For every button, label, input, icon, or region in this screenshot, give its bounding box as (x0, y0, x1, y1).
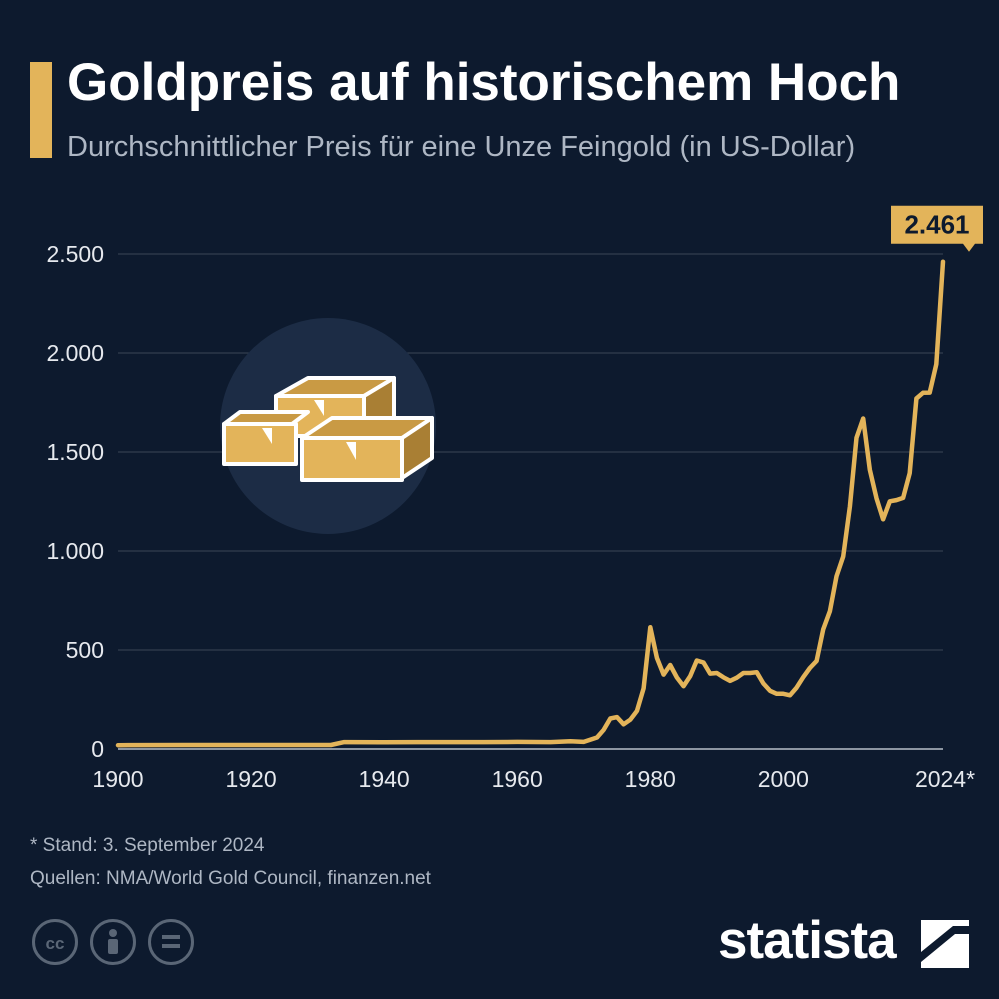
y-axis-ticks: 0 500 1.000 1.500 2.000 2.500 (46, 241, 104, 762)
statista-logo[interactable]: statista (718, 911, 897, 970)
x-tick-label: 1920 (225, 766, 276, 792)
x-tick-label: 2024* (915, 766, 975, 792)
footnote: * Stand: 3. September 2024 (30, 835, 265, 856)
sources: Quellen: NMA/World Gold Council, finanze… (30, 868, 431, 889)
no-derivatives-icon[interactable] (148, 919, 194, 965)
y-tick-label: 1.000 (46, 538, 104, 564)
attribution-icon[interactable] (90, 919, 136, 965)
series-layer (115, 259, 946, 748)
y-tick-label: 2.000 (46, 340, 104, 366)
y-tick-label: 2.500 (46, 241, 104, 267)
callout-label: 2.461 (904, 210, 969, 240)
callout-box (891, 205, 983, 252)
x-tick-label: 1900 (92, 766, 143, 792)
x-tick-label: 1940 (359, 766, 410, 792)
statista-logo-icon[interactable] (921, 920, 969, 968)
gold-price-line (115, 259, 946, 748)
grid (118, 253, 943, 750)
x-axis-ticks: 1900 1920 1940 1960 1980 2000 2024* (92, 766, 975, 792)
x-tick-label: 2000 (758, 766, 809, 792)
last-value-callout: 2.461 (891, 205, 983, 252)
x-tick-label: 1980 (625, 766, 676, 792)
cc-icon[interactable]: cc (32, 919, 78, 965)
y-tick-label: 0 (91, 736, 104, 762)
gold-bars-icon (220, 318, 436, 534)
chart-subtitle: Durchschnittlicher Preis für eine Unze F… (67, 131, 856, 163)
chart-title: Goldpreis auf historischem Hoch (67, 53, 901, 112)
x-tick-label: 1960 (492, 766, 543, 792)
svg-text:cc: cc (46, 934, 65, 953)
title-accent-bar (30, 62, 52, 158)
y-tick-label: 500 (66, 637, 104, 663)
y-tick-label: 1.500 (46, 439, 104, 465)
